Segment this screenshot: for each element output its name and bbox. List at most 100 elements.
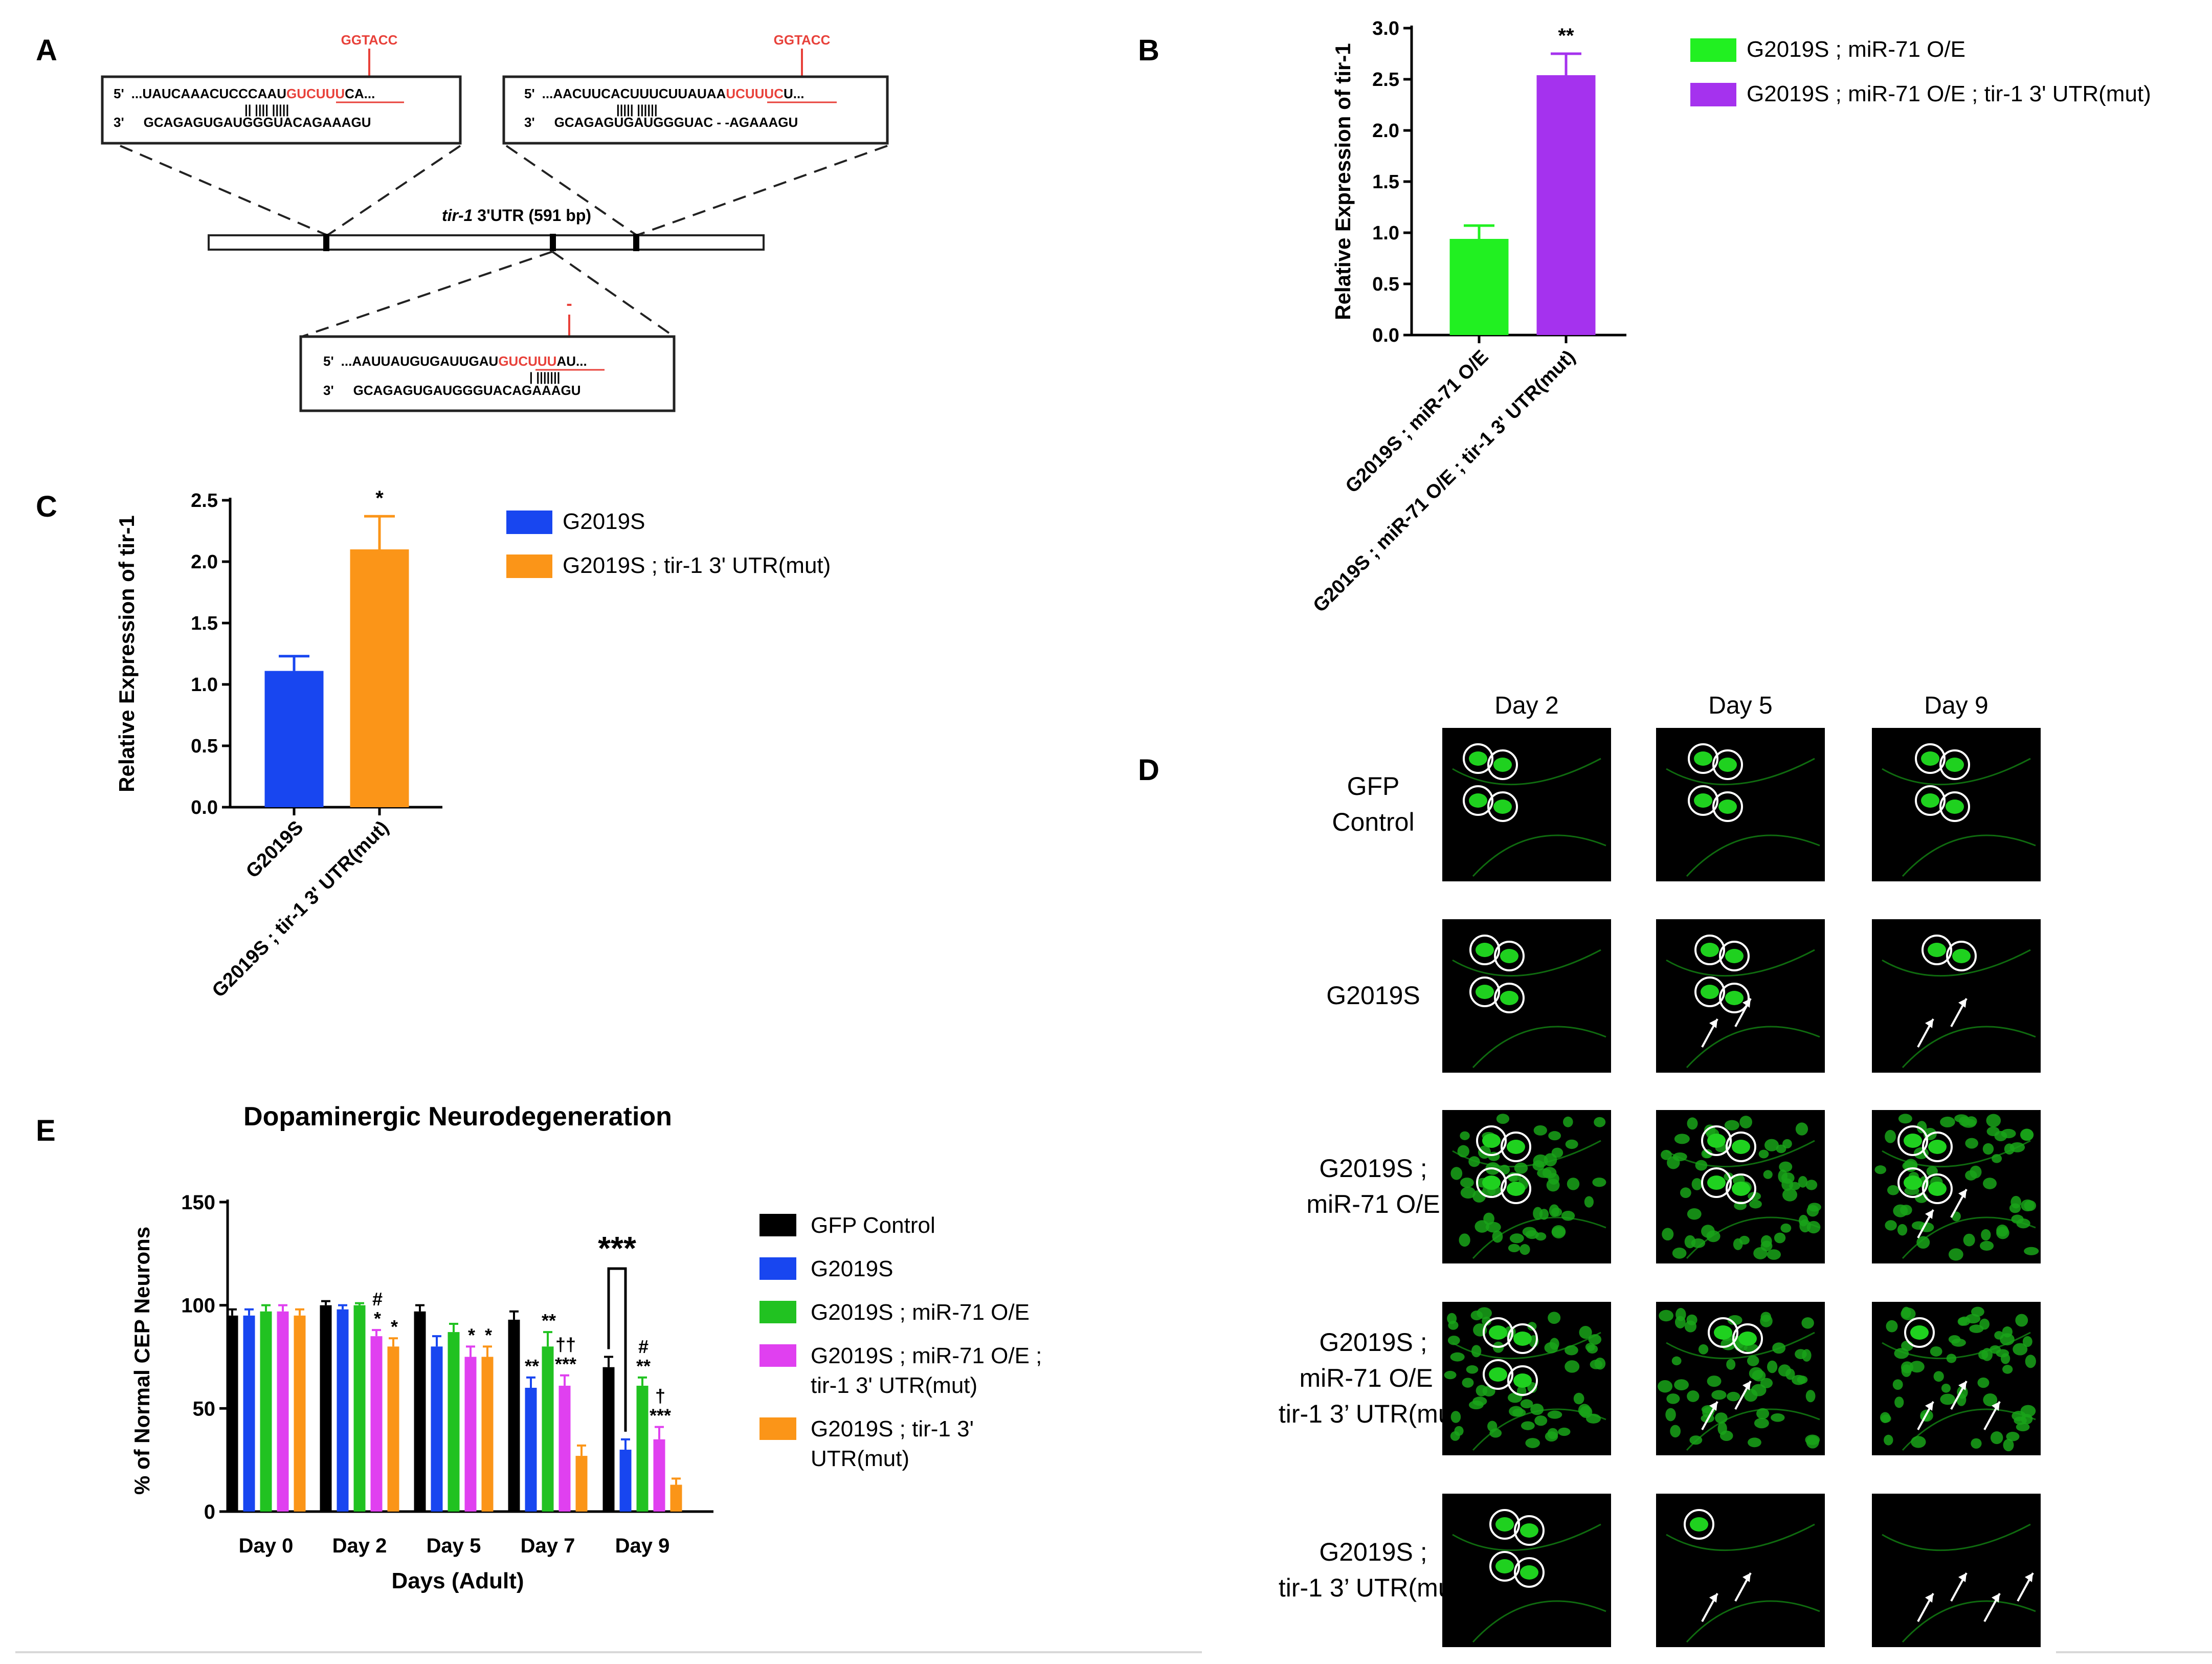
neuron-circle-marker: [1507, 1323, 1538, 1354]
background-cell: [1969, 1324, 1984, 1333]
y-tick-label: 1.0: [1372, 223, 1399, 244]
micrograph-gfp-control-day-5: [1656, 728, 1825, 881]
utr-label: tir-1 3'UTR (591 bp): [442, 206, 591, 225]
neurite: [1882, 758, 2031, 786]
background-cell: [1799, 1219, 1811, 1233]
row-label: G2019S ;: [1319, 1328, 1427, 1357]
background-cell: [2001, 1128, 2016, 1139]
background-cell: [2003, 1438, 2014, 1452]
neuron-circle-marker: [1732, 1323, 1763, 1354]
significance-marker: **: [542, 1310, 556, 1331]
column-header-day-5: Day 5: [1708, 692, 1772, 719]
bar-g2019s-mir-71-o-e-tir-1-3-utr-mut-day-7: [558, 1385, 571, 1512]
cep-neuron: [1489, 1325, 1507, 1340]
bar-g2019s-day-5: [431, 1346, 443, 1512]
neurite: [1472, 1600, 1606, 1643]
background-cell: [1981, 1229, 1991, 1241]
bar-g2019s-mir-71-o-e-day-2: [353, 1305, 366, 1512]
significance-marker: *: [468, 1324, 475, 1345]
neurite: [1452, 1523, 1601, 1551]
background-cell: [1454, 1426, 1464, 1436]
cep-neuron: [1476, 943, 1494, 957]
background-cell: [1674, 1316, 1686, 1328]
background-cell: [1466, 1365, 1479, 1374]
site-2-frame: [502, 75, 889, 145]
background-cell: [1911, 1436, 1926, 1448]
cep-neuron: [1928, 943, 1946, 957]
background-cell: [1802, 1349, 1812, 1362]
neuron-circle-marker: [1726, 1131, 1756, 1162]
background-cell: [1948, 1248, 1963, 1261]
y-axis-title: Relative Expression of tir-1: [115, 515, 139, 792]
cep-neuron: [1718, 758, 1737, 772]
site-3-top-seq: 5' ...AAUUAUGUGAUUGAUGUCUUUAU...: [323, 353, 587, 369]
neuron-circle-marker: [1483, 1317, 1513, 1348]
panel-label-b: B: [1138, 34, 1159, 67]
background-cell: [1733, 1238, 1743, 1250]
background-cell: [1754, 1417, 1769, 1429]
background-cell: [1901, 1340, 1914, 1351]
background-cell: [1986, 1114, 2001, 1127]
background-cell: [1476, 1385, 1488, 1396]
background-cell: [1781, 1178, 1794, 1191]
background-cell: [1512, 1408, 1526, 1417]
legend-label: G2019S ; miR-71 O/E: [811, 1300, 1030, 1325]
neuron-circle-marker: [1701, 1167, 1732, 1198]
site-1-restriction-label: GGTACC: [341, 32, 398, 48]
micrograph-g2019s-tir-1-3-utr-mut-day-5: [1656, 1494, 1825, 1647]
background-cell: [1444, 1370, 1457, 1380]
micrograph-g2019s-day-2: [1442, 919, 1611, 1073]
cep-neuron: [1952, 949, 1971, 963]
background-cell: [2002, 1365, 2013, 1374]
bar-g2019s-mir-71-o-e-day-5: [448, 1332, 460, 1512]
row-label: miR-71 O/E: [1306, 1190, 1440, 1218]
degeneration-arrowhead: [1958, 1573, 1967, 1582]
degeneration-arrowhead: [1742, 1381, 1751, 1390]
micrograph-g2019s-day-9: [1872, 919, 2041, 1073]
background-cell: [1948, 1335, 1961, 1344]
cep-neuron: [1701, 943, 1719, 957]
legend-swatch: [506, 554, 552, 578]
degeneration-arrowhead: [2025, 1573, 2033, 1582]
legend-label: GFP Control: [811, 1213, 935, 1238]
background-cell: [1551, 1207, 1562, 1217]
background-cell: [1558, 1427, 1571, 1436]
background-cell: [1527, 1322, 1537, 1331]
background-cell: [1901, 1307, 1916, 1320]
panel-label-a: A: [36, 34, 57, 67]
cep-neuron: [1904, 1134, 1922, 1148]
background-cell: [1782, 1188, 1798, 1202]
background-cell: [1533, 1207, 1543, 1220]
background-cell: [1990, 1431, 2003, 1445]
background-cell: [1698, 1344, 1709, 1355]
site-2-restriction-label: GGTACC: [774, 32, 831, 48]
row-label: tir-1 3’ UTR(mut): [1279, 1573, 1468, 1602]
y-tick-label: 2.5: [191, 490, 218, 512]
cep-neuron: [1493, 758, 1512, 772]
background-cell: [1551, 1147, 1563, 1158]
legend-swatch: [759, 1344, 796, 1367]
cep-neuron: [1718, 800, 1737, 814]
neuron-circle-marker: [1897, 1125, 1928, 1156]
bar-gfp-control-day-0: [226, 1315, 238, 1512]
neurite: [1666, 758, 1815, 786]
background-cell: [1763, 1170, 1773, 1179]
background-cell: [1687, 1390, 1700, 1402]
neuron-circle-marker: [1939, 791, 1970, 822]
significance-marker: **: [525, 1356, 539, 1377]
background-cell: [2013, 1343, 2028, 1356]
background-cell: [1946, 1354, 1957, 1363]
neuron-circle-marker: [1489, 1509, 1520, 1540]
panel-label-d: D: [1138, 753, 1159, 787]
legend-swatch: [759, 1257, 796, 1280]
background-cell: [1592, 1178, 1606, 1187]
background-cell: [1795, 1122, 1808, 1136]
degeneration-arrowhead: [1992, 1402, 2000, 1411]
bar-g2019s-mir-71-o-e-tir-1-3-utr-mut-day-2: [370, 1336, 383, 1512]
legend-label: G2019S ; miR-71 O/E ;: [811, 1343, 1042, 1368]
background-cell: [1565, 1360, 1580, 1373]
site-1-bottom-seq: 3' GCAGAGUGAUGGGUACAGAAAGU: [114, 115, 371, 130]
legend-swatch: [759, 1301, 796, 1323]
background-cell: [1751, 1384, 1767, 1396]
neurite: [1666, 1523, 1815, 1551]
